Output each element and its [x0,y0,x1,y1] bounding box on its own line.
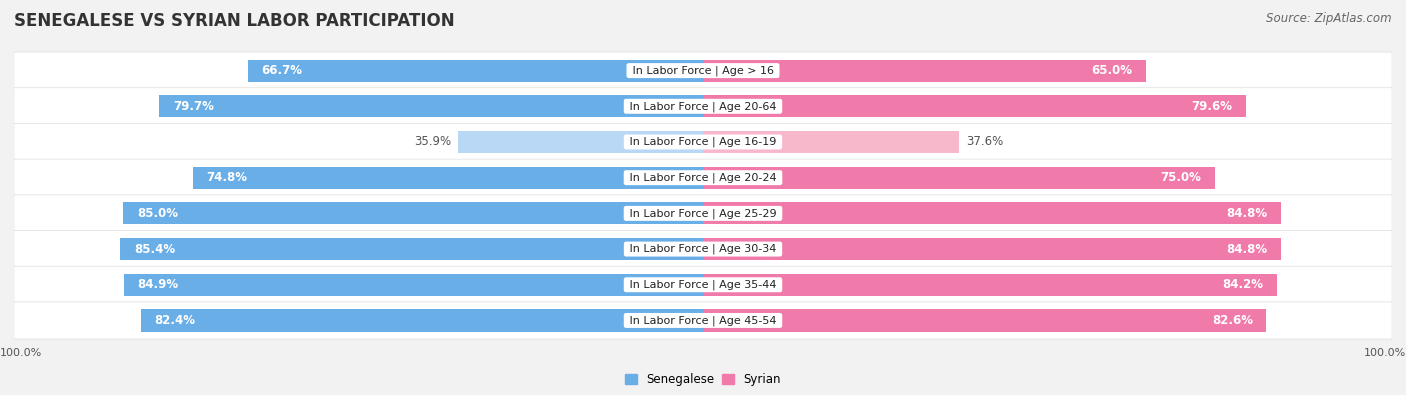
FancyBboxPatch shape [14,266,1392,303]
Text: 79.7%: 79.7% [173,100,214,113]
Text: 84.2%: 84.2% [1223,278,1264,291]
Bar [159,95,703,117]
Text: 84.8%: 84.8% [1226,243,1268,256]
Text: 35.9%: 35.9% [415,135,451,149]
Legend: Senegalese, Syrian: Senegalese, Syrian [620,369,786,391]
FancyBboxPatch shape [14,88,1392,125]
Bar [141,309,703,331]
Bar [703,274,1277,296]
Text: In Labor Force | Age 20-64: In Labor Force | Age 20-64 [626,101,780,111]
Text: 65.0%: 65.0% [1091,64,1133,77]
Text: In Labor Force | Age 35-44: In Labor Force | Age 35-44 [626,280,780,290]
FancyBboxPatch shape [14,123,1392,160]
Bar [703,167,1215,189]
Bar [703,309,1267,331]
Bar [193,167,703,189]
Bar [703,60,1146,82]
FancyBboxPatch shape [14,302,1392,339]
Text: In Labor Force | Age 25-29: In Labor Force | Age 25-29 [626,208,780,218]
Text: 66.7%: 66.7% [262,64,302,77]
Text: 84.9%: 84.9% [138,278,179,291]
Text: SENEGALESE VS SYRIAN LABOR PARTICIPATION: SENEGALESE VS SYRIAN LABOR PARTICIPATION [14,12,454,30]
FancyBboxPatch shape [14,195,1392,232]
Text: 75.0%: 75.0% [1160,171,1201,184]
Text: 79.6%: 79.6% [1191,100,1232,113]
Text: In Labor Force | Age 20-24: In Labor Force | Age 20-24 [626,173,780,183]
Text: In Labor Force | Age > 16: In Labor Force | Age > 16 [628,65,778,76]
Text: 85.4%: 85.4% [134,243,176,256]
FancyBboxPatch shape [14,52,1392,89]
Bar [703,95,1246,117]
Text: 85.0%: 85.0% [136,207,177,220]
Bar [703,238,1281,260]
Text: In Labor Force | Age 45-54: In Labor Force | Age 45-54 [626,315,780,326]
Text: Source: ZipAtlas.com: Source: ZipAtlas.com [1267,12,1392,25]
Bar [703,202,1281,224]
Text: 37.6%: 37.6% [966,135,1004,149]
Bar [703,131,959,153]
Text: In Labor Force | Age 16-19: In Labor Force | Age 16-19 [626,137,780,147]
Bar [124,274,703,296]
Bar [121,238,703,260]
Text: 74.8%: 74.8% [207,171,247,184]
Bar [124,202,703,224]
Bar [458,131,703,153]
Text: 84.8%: 84.8% [1226,207,1268,220]
Text: In Labor Force | Age 30-34: In Labor Force | Age 30-34 [626,244,780,254]
Text: 82.4%: 82.4% [155,314,195,327]
Bar [247,60,703,82]
Text: 82.6%: 82.6% [1212,314,1253,327]
FancyBboxPatch shape [14,159,1392,196]
FancyBboxPatch shape [14,231,1392,268]
